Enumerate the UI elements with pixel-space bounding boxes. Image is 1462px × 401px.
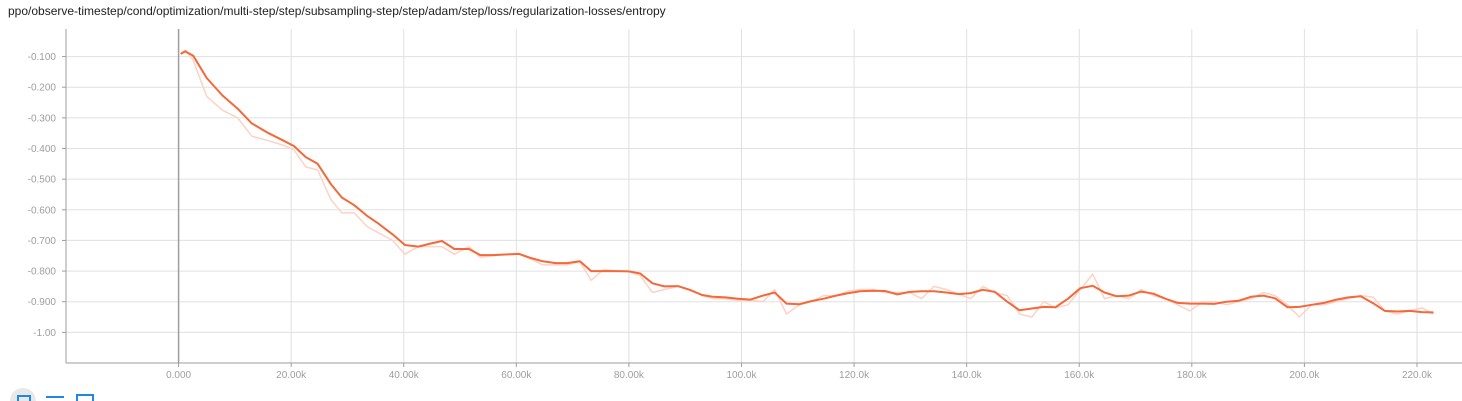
x-tick-label: 80.00k (614, 370, 645, 381)
y-tick-label: -0.800 (28, 267, 57, 278)
x-tick-label: 180.0k (1177, 370, 1208, 381)
y-tick-label: -0.700 (28, 236, 57, 247)
chart-toolbar (10, 388, 96, 401)
x-tick-label: 0.000 (166, 370, 191, 381)
y-tick-label: -1.00 (33, 328, 56, 339)
x-tick-label: 140.0k (952, 370, 983, 381)
y-tick-label: -0.200 (28, 83, 57, 94)
y-tick-label: -0.900 (28, 297, 57, 308)
smoothed-series-line (180, 50, 1434, 314)
y-tick-label: -0.400 (28, 144, 57, 155)
x-tick-label: 100.0k (726, 370, 757, 381)
chart-title: ppo/observe-timestep/cond/optimization/m… (8, 4, 666, 18)
x-tick-label: 60.00k (501, 370, 532, 381)
fit-domain-icon[interactable] (10, 388, 36, 401)
y-tick-label: -0.300 (28, 113, 57, 124)
x-tick-label: 120.0k (839, 370, 870, 381)
y-tick-label: -0.500 (28, 175, 57, 186)
x-tick-label: 40.00k (389, 370, 420, 381)
x-tick-label: 20.00k (276, 370, 307, 381)
y-tick-label: -0.600 (28, 205, 57, 216)
x-tick-label: 160.0k (1064, 370, 1095, 381)
toggle-log-scale-icon[interactable] (44, 394, 66, 401)
x-tick-label: 220.0k (1402, 370, 1433, 381)
x-tick-label: 200.0k (1289, 370, 1320, 381)
expand-chart-icon[interactable] (74, 394, 96, 401)
y-tick-label: -0.100 (28, 52, 57, 63)
raw-series-line (180, 49, 1434, 318)
